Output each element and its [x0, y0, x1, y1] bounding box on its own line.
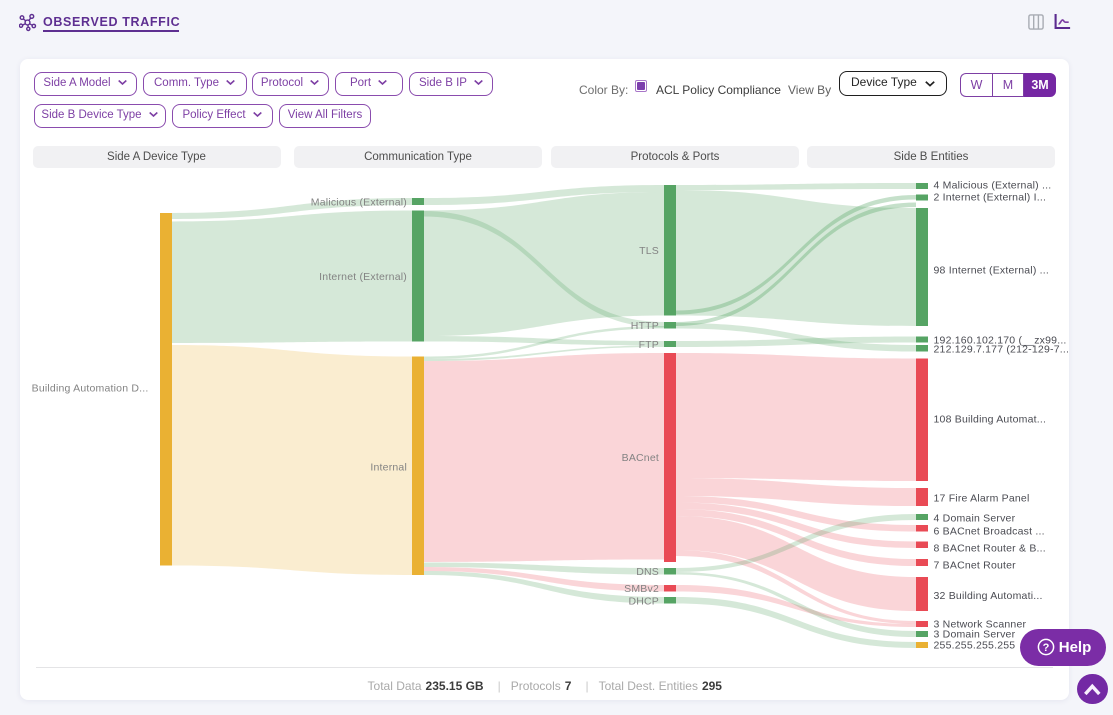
- svg-text:7 BACnet Router: 7 BACnet Router: [934, 560, 1017, 572]
- svg-text:DNS: DNS: [636, 566, 659, 578]
- svg-text:HTTP: HTTP: [631, 320, 659, 332]
- svg-text:4 Malicious (External) ...: 4 Malicious (External) ...: [934, 180, 1052, 192]
- svg-text:SMBv2: SMBv2: [624, 583, 659, 595]
- svg-text:108 Building Automat...: 108 Building Automat...: [934, 414, 1047, 426]
- svg-text:Internal: Internal: [370, 462, 407, 474]
- svg-text:212.129.7.177 (212-129-7...: 212.129.7.177 (212-129-7...: [934, 344, 1070, 356]
- svg-text:?: ?: [1043, 642, 1050, 654]
- svg-text:192.160.102.170 (__zx99...: 192.160.102.170 (__zx99...: [934, 335, 1067, 347]
- svg-text:32 Building Automati...: 32 Building Automati...: [934, 590, 1043, 602]
- svg-text:3 Domain Server: 3 Domain Server: [934, 629, 1016, 641]
- svg-text:8 BACnet Router & B...: 8 BACnet Router & B...: [934, 543, 1046, 555]
- svg-text:FTP: FTP: [639, 339, 659, 351]
- svg-text:Malicious (External): Malicious (External): [311, 197, 407, 209]
- svg-text:Building Automation D...: Building Automation D...: [32, 383, 149, 395]
- svg-text:255.255.255.255: 255.255.255.255: [934, 640, 1016, 652]
- svg-text:Internet (External): Internet (External): [319, 271, 407, 283]
- svg-text:2 Internet (External) I...: 2 Internet (External) I...: [934, 192, 1047, 204]
- svg-text:17 Fire Alarm Panel: 17 Fire Alarm Panel: [934, 493, 1030, 505]
- svg-text:TLS: TLS: [639, 245, 659, 257]
- svg-text:3 Network Scanner: 3 Network Scanner: [934, 619, 1027, 631]
- svg-text:BACnet: BACnet: [622, 452, 659, 464]
- svg-text:4 Domain Server: 4 Domain Server: [934, 513, 1016, 525]
- svg-text:98 Internet (External) ...: 98 Internet (External) ...: [934, 265, 1050, 277]
- svg-text:6 BACnet Broadcast ...: 6 BACnet Broadcast ...: [934, 526, 1045, 538]
- svg-text:DHCP: DHCP: [628, 596, 659, 608]
